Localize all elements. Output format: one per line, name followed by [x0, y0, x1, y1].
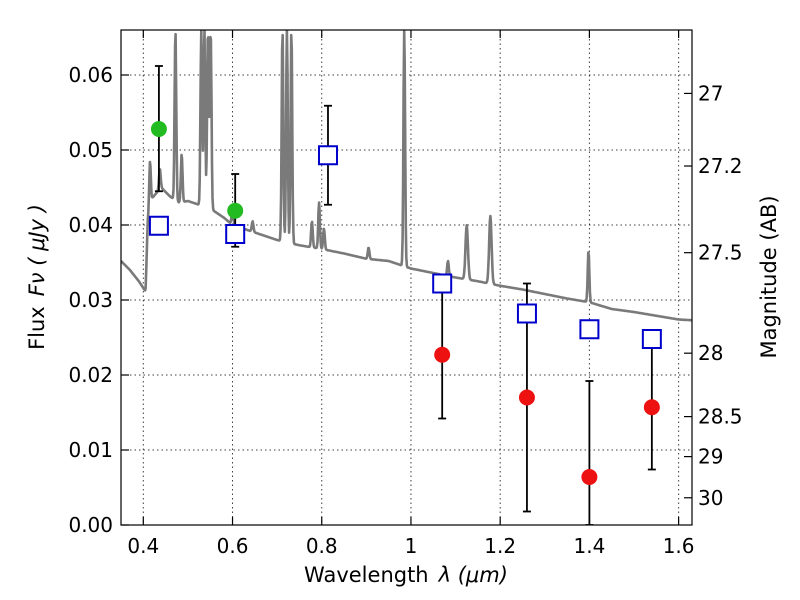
x-tick-label: 0.4 [127, 534, 159, 558]
x-tick-label: 1.6 [663, 534, 695, 558]
y-tick-label: 0.00 [68, 513, 113, 537]
x-axis-label: Wavelength [304, 563, 429, 587]
data-point-circle [643, 399, 660, 416]
x-axis-title: Wavelength λ (μm) [304, 563, 508, 587]
data-point-square [579, 319, 600, 340]
ticks: 0.4 0.6 0.8 1 1.2 1.4 1.6 0.00 0.01 0.02 0.03 0.04 0… [68, 30, 743, 558]
x-tick-label: 0.6 [217, 534, 249, 558]
data-markers [148, 121, 662, 485]
x-tick-label: 0.8 [306, 534, 338, 558]
x-tick-label: 1.2 [484, 534, 516, 558]
y2-axis-title: Magnitude (AB) [757, 195, 781, 358]
mag-tick-label: 28.5 [698, 405, 743, 429]
y-axis-title: Flux Fν ( μJy ) [25, 204, 49, 350]
data-point-circle [227, 202, 244, 219]
mag-tick-label: 27 [698, 81, 723, 105]
x-tick-label: 1.4 [573, 534, 605, 558]
mag-tick-label: 28 [698, 341, 723, 365]
y-tick-label: 0.05 [68, 138, 113, 162]
x-tick-label: 1 [405, 534, 418, 558]
data-point-circle [518, 389, 535, 406]
y-axis-symbol: Fν ( μJy ) [25, 204, 49, 296]
y-tick-label: 0.03 [68, 288, 113, 312]
data-point-square [432, 273, 453, 294]
grid [121, 30, 692, 526]
data-point-circle [150, 121, 167, 137]
data-point-square [641, 329, 662, 349]
data-point-square [225, 224, 246, 244]
model-spectrum-line [121, 30, 692, 322]
y-tick-label: 0.06 [68, 63, 113, 87]
y-axis-label: Flux [25, 306, 49, 350]
data-point-square [317, 145, 338, 166]
mag-tick-label: 27.5 [698, 241, 743, 265]
x-axis-symbol: λ (μm) [438, 563, 508, 587]
mag-tick-label: 30 [698, 486, 723, 510]
y-tick-label: 0.01 [68, 438, 113, 462]
y-tick-label: 0.04 [68, 213, 113, 237]
plot-frame [120, 29, 693, 526]
y-tick-label: 0.02 [68, 363, 113, 387]
data-point-circle [434, 346, 451, 363]
mag-tick-label: 29 [698, 445, 723, 469]
data-point-circle [581, 469, 598, 485]
data-point-square [516, 303, 537, 324]
data-point-square [148, 215, 169, 236]
mag-tick-label: 27.2 [698, 154, 743, 178]
